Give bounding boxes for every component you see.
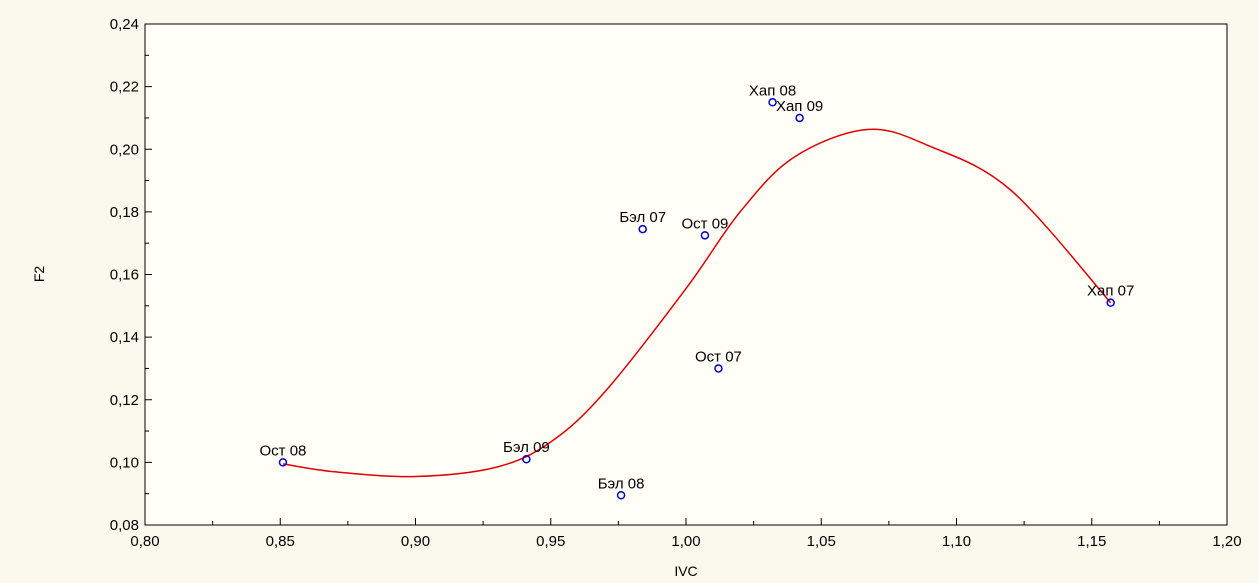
plot-area — [144, 23, 1228, 526]
y-axis: 0,08 0,10 0,12 0,14 0,16 0,18 0,20 0,22 0,24 — [110, 16, 152, 534]
x-tick-label: 1,10 — [942, 533, 971, 550]
y-tick-label: 0,22 — [110, 79, 139, 96]
x-tick-label: 1,05 — [807, 533, 836, 550]
x-axis: 0,80 0,85 0,90 0,95 1,00 1,05 1,10 1,15 1,20 — [130, 518, 1242, 550]
point-label: Бэл 09 — [503, 439, 550, 456]
data-point — [616, 491, 626, 500]
y-tick-label: 0,12 — [110, 392, 139, 409]
x-tick-label: 0,85 — [266, 533, 295, 550]
y-tick-label: 0,20 — [110, 141, 139, 158]
y-tick-label: 0,24 — [110, 16, 139, 33]
y-tick-label: 0,14 — [110, 329, 139, 346]
fit-curve — [282, 128, 1112, 478]
data-point — [714, 364, 723, 373]
data-point — [278, 458, 288, 467]
data-points: Ост 08 Бэл 09 Бэл 08 Бэл 07 Ост 09 Ост 07 Хап … — [260, 82, 1134, 500]
x-tick-label: 1,00 — [671, 533, 700, 550]
y-axis-title: F2 — [31, 266, 47, 283]
point-label: Ост 07 — [695, 348, 742, 365]
x-tick-label: 0,90 — [401, 533, 430, 550]
y-tick-label: 0,16 — [110, 267, 139, 284]
x-tick-label: 1,15 — [1077, 533, 1106, 550]
point-label: Хап 07 — [1087, 283, 1134, 300]
y-tick-label: 0,08 — [110, 517, 139, 534]
data-point — [1106, 298, 1115, 307]
point-label: Бэл 08 — [598, 475, 645, 492]
point-label: Ост 08 — [260, 442, 307, 459]
point-label: Ост 09 — [681, 215, 728, 232]
data-point — [522, 454, 531, 464]
x-tick-label: 0,80 — [130, 533, 159, 550]
point-label: Бэл 07 — [619, 209, 666, 226]
data-point — [768, 98, 777, 107]
y-tick-label: 0,10 — [110, 454, 139, 471]
point-label: Хап 08 — [749, 82, 796, 99]
data-point — [700, 231, 710, 240]
y-tick-label: 0,18 — [110, 204, 139, 221]
point-label: Хап 09 — [776, 98, 823, 115]
x-tick-label: 1,20 — [1212, 533, 1241, 550]
data-point — [638, 224, 647, 234]
x-tick-label: 0,95 — [536, 533, 565, 550]
data-point — [795, 113, 804, 123]
x-axis-title: IVC — [674, 563, 697, 579]
